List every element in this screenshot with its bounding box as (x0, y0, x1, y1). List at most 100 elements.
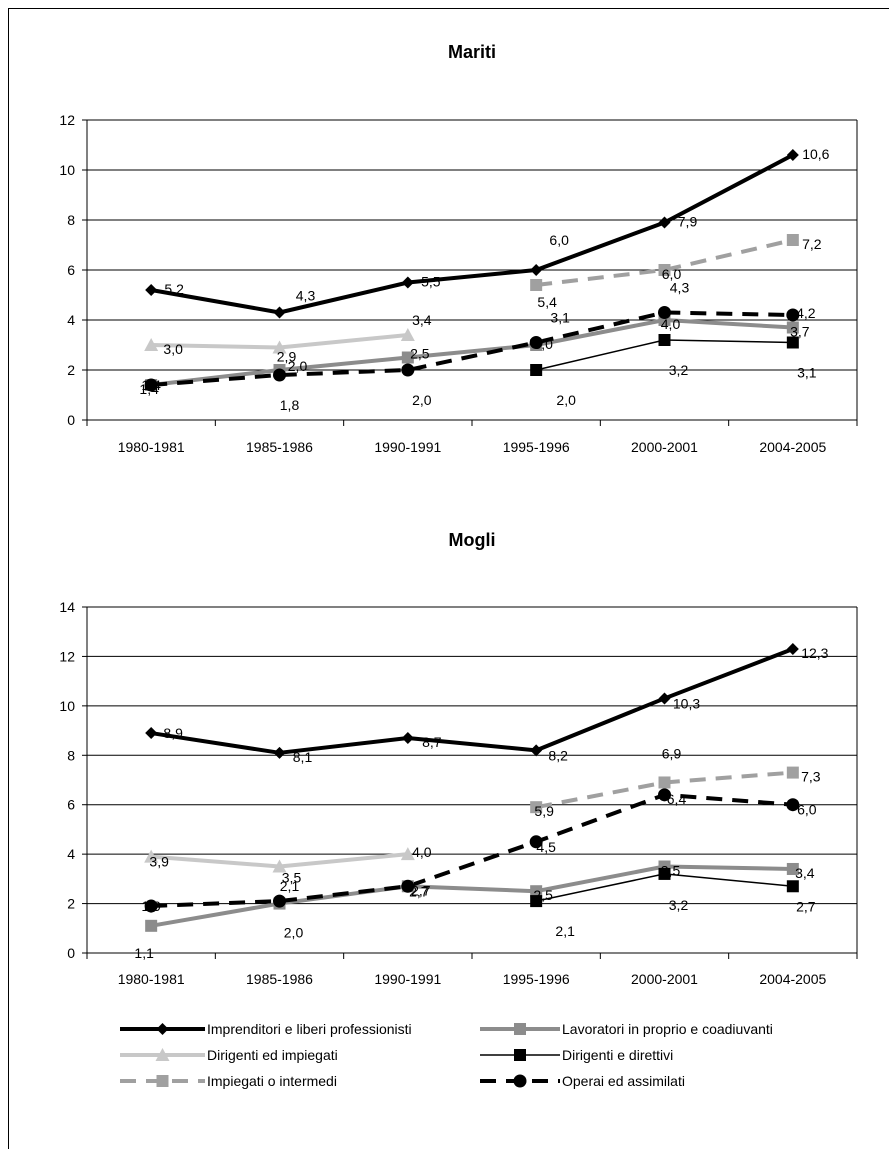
data-label: 7,9 (678, 214, 698, 230)
data-label: 3,0 (163, 341, 183, 357)
data-point-1 (401, 351, 414, 364)
data-point-2 (144, 338, 159, 351)
data-point-0 (658, 216, 671, 229)
data-point-3 (658, 334, 671, 346)
data-point-4 (786, 234, 799, 246)
data-label: 3,2 (669, 362, 689, 378)
data-label: 1,8 (280, 397, 300, 413)
data-label: 2,7 (411, 882, 431, 898)
data-label: 3,1 (550, 310, 570, 326)
legend-label: Imprenditori e liberi professionisti (207, 1021, 412, 1037)
data-point-0 (530, 744, 543, 757)
data-label: 2,0 (288, 358, 308, 374)
data-label: 4,5 (536, 839, 556, 855)
chart-0: Mariti 0 2 4 6 8 10 12 1980-1981 1985-1986 1990-19… (59, 42, 858, 455)
y-tick-label: 8 (67, 212, 75, 228)
data-label: 6,9 (662, 745, 682, 761)
x-tick-label: 2004-2005 (759, 971, 826, 987)
data-label: 6,4 (667, 791, 687, 807)
data-point-0 (145, 727, 158, 740)
data-label: 2,0 (556, 392, 576, 408)
x-tick-label: 1985-1986 (246, 971, 313, 987)
x-tick-label: 1995-1996 (503, 439, 570, 455)
x-tick-label: 1990-1991 (374, 439, 441, 455)
x-tick-label: 2000-2001 (631, 439, 698, 455)
data-label: 1,1 (134, 945, 154, 961)
series-line-5 (151, 310, 793, 387)
x-tick-label: 1985-1986 (246, 439, 313, 455)
legend-swatch-marker (156, 1023, 169, 1035)
y-tick-label: 2 (67, 896, 75, 912)
chart-title: Mariti (448, 42, 496, 62)
series-line-0 (150, 647, 794, 755)
series-line-4 (535, 238, 794, 287)
x-tick-label: 1995-1996 (503, 971, 570, 987)
y-tick-label: 0 (67, 412, 75, 428)
legend: Imprenditori e liberi professionisti Lavo… (120, 1021, 773, 1089)
data-point-0 (786, 149, 799, 161)
series-line-1 (150, 864, 793, 928)
data-label: 2,1 (555, 923, 575, 939)
data-label: 10,3 (673, 695, 700, 711)
y-tick-label: 12 (59, 112, 75, 128)
data-point-5 (529, 835, 543, 849)
data-label: 2,9 (277, 349, 297, 365)
data-point-2 (400, 328, 415, 341)
data-point-4 (658, 776, 671, 789)
data-point-2 (272, 859, 287, 873)
data-point-0 (530, 264, 543, 276)
data-point-4 (530, 279, 543, 291)
data-label: 4,3 (296, 288, 316, 304)
data-label: 5,9 (534, 803, 554, 819)
data-point-1 (145, 919, 158, 932)
data-point-3 (786, 336, 799, 349)
data-label: 5,4 (537, 294, 557, 310)
data-point-1 (530, 885, 543, 898)
data-label: 2,0 (284, 925, 304, 941)
figure-frame-left (8, 8, 9, 1149)
data-point-0 (658, 692, 671, 705)
data-point-5 (658, 788, 671, 802)
data-point-5 (401, 879, 415, 893)
data-point-5 (273, 368, 286, 382)
data-point-4 (658, 264, 671, 276)
data-label: 4,0 (661, 316, 681, 332)
y-tick-label: 4 (67, 312, 75, 328)
data-label: 10,6 (802, 146, 829, 162)
data-label: 1,4 (141, 377, 161, 393)
data-label: 12,3 (801, 645, 828, 661)
data-label: 3,4 (795, 865, 815, 881)
data-point-3 (658, 867, 671, 880)
data-label: 6,0 (797, 802, 817, 818)
data-label: 1,9 (141, 898, 161, 914)
data-label: 3,1 (797, 365, 817, 381)
legend-label: Dirigenti ed impiegati (207, 1047, 338, 1063)
data-point-0 (145, 284, 158, 296)
y-tick-label: 6 (67, 262, 75, 278)
data-label: 6,0 (549, 232, 569, 248)
data-point-3 (530, 895, 543, 908)
data-label: 5,2 (164, 281, 184, 297)
x-tick-label: 1980-1981 (118, 971, 185, 987)
data-point-5 (529, 336, 543, 349)
data-point-2 (272, 340, 287, 354)
data-label: 8,9 (163, 725, 183, 741)
legend-label: Impiegati o intermedi (207, 1073, 337, 1089)
chart-title: Mogli (449, 530, 496, 550)
data-label: 3,5 (282, 870, 302, 886)
data-label: 2,0 (412, 392, 432, 408)
y-tick-label: 0 (67, 945, 75, 961)
data-point-1 (786, 321, 799, 334)
y-tick-label: 14 (59, 599, 75, 615)
series-line-5 (151, 792, 793, 909)
data-label: 4,3 (670, 280, 690, 296)
data-point-4 (530, 801, 543, 814)
x-tick-label: 2000-2001 (631, 971, 698, 987)
data-point-0 (273, 746, 286, 759)
data-point-5 (144, 899, 158, 913)
x-tick-label: 1980-1981 (118, 439, 185, 455)
x-tick-label: 1990-1991 (374, 971, 441, 987)
figure-frame-top (8, 8, 889, 9)
data-point-3 (786, 880, 799, 893)
